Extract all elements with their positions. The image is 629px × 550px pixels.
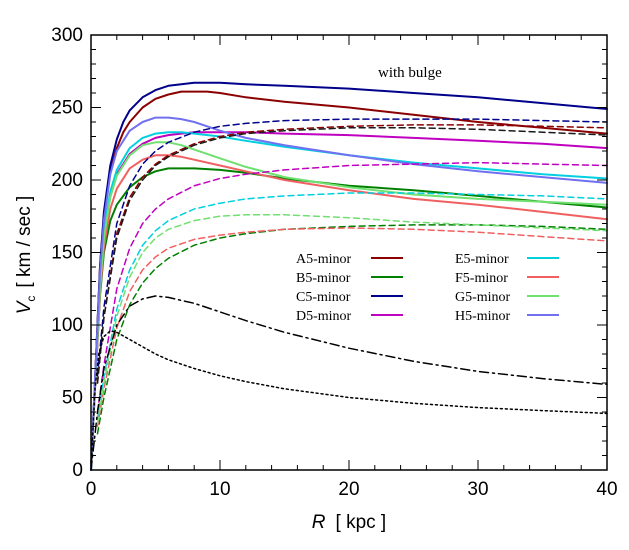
y-axis-symbol: V	[14, 299, 35, 314]
x-axis-symbol: R	[312, 512, 326, 533]
x-axis-label: R [ kpc ]	[312, 512, 386, 533]
legend-label-g5-minor: G5-minor	[455, 290, 511, 305]
legend-label-a5-minor: A5-minor	[296, 252, 352, 267]
y-tick-label: 150	[51, 243, 83, 264]
legend-label-c5-minor: C5-minor	[296, 290, 351, 305]
curve-series-15-dashed	[96, 127, 608, 384]
axis-ticks	[90, 34, 608, 471]
curve-series-9-dashed	[96, 224, 608, 435]
curve-series-17-dotted	[90, 330, 608, 471]
x-tick-label: 0	[86, 479, 97, 500]
curves-layer	[90, 81, 608, 471]
curve-h5-minor	[90, 116, 608, 471]
legend-label-e5-minor: E5-minor	[455, 252, 509, 267]
y-tick-label: 200	[51, 170, 83, 191]
y-tick-label: 300	[51, 25, 83, 46]
curve-series-12-dashed	[96, 192, 608, 421]
curve-series-14-dashed	[96, 214, 608, 425]
curve-series-16-dashdot	[90, 295, 608, 471]
y-axis-unit: [ km / sec ]	[14, 196, 35, 288]
y-tick-label: 0	[72, 460, 83, 481]
legend-label-b5-minor: B5-minor	[296, 271, 351, 286]
curve-series-8-dashed	[96, 124, 608, 384]
curve-series-10-dashed	[96, 118, 608, 377]
annotation-with-bulge: with bulge	[378, 65, 442, 81]
x-tick-label: 40	[596, 479, 617, 500]
x-tick-label: 10	[209, 479, 230, 500]
y-tick-label: 100	[51, 315, 83, 336]
curve-series-11-dashed	[96, 161, 608, 413]
y-tick-label: 50	[62, 388, 83, 409]
curve-series-13-dashed	[96, 227, 608, 428]
legend-label-f5-minor: F5-minor	[455, 271, 508, 286]
legend-label-h5-minor: H5-minor	[455, 309, 511, 324]
curve-f5-minor	[90, 154, 608, 471]
x-tick-label: 30	[467, 479, 488, 500]
y-tick-label: 250	[51, 98, 83, 119]
y-axis-subscript: c	[24, 296, 38, 302]
x-axis-unit: [ kpc ]	[336, 512, 387, 533]
curve-b5-minor	[90, 167, 608, 471]
tick-labels: 0 10 20 30 40 0 50 100 150 200 250 300	[51, 25, 617, 500]
curve-c5-minor	[90, 81, 608, 471]
x-tick-label: 20	[338, 479, 359, 500]
legend: A5-minor B5-minor C5-minor D5-minor E5-minor…	[296, 252, 559, 324]
y-axis-label: Vc [ km / sec ]	[14, 196, 38, 315]
curve-g5-minor	[90, 141, 608, 471]
legend-label-d5-minor: D5-minor	[296, 309, 352, 324]
